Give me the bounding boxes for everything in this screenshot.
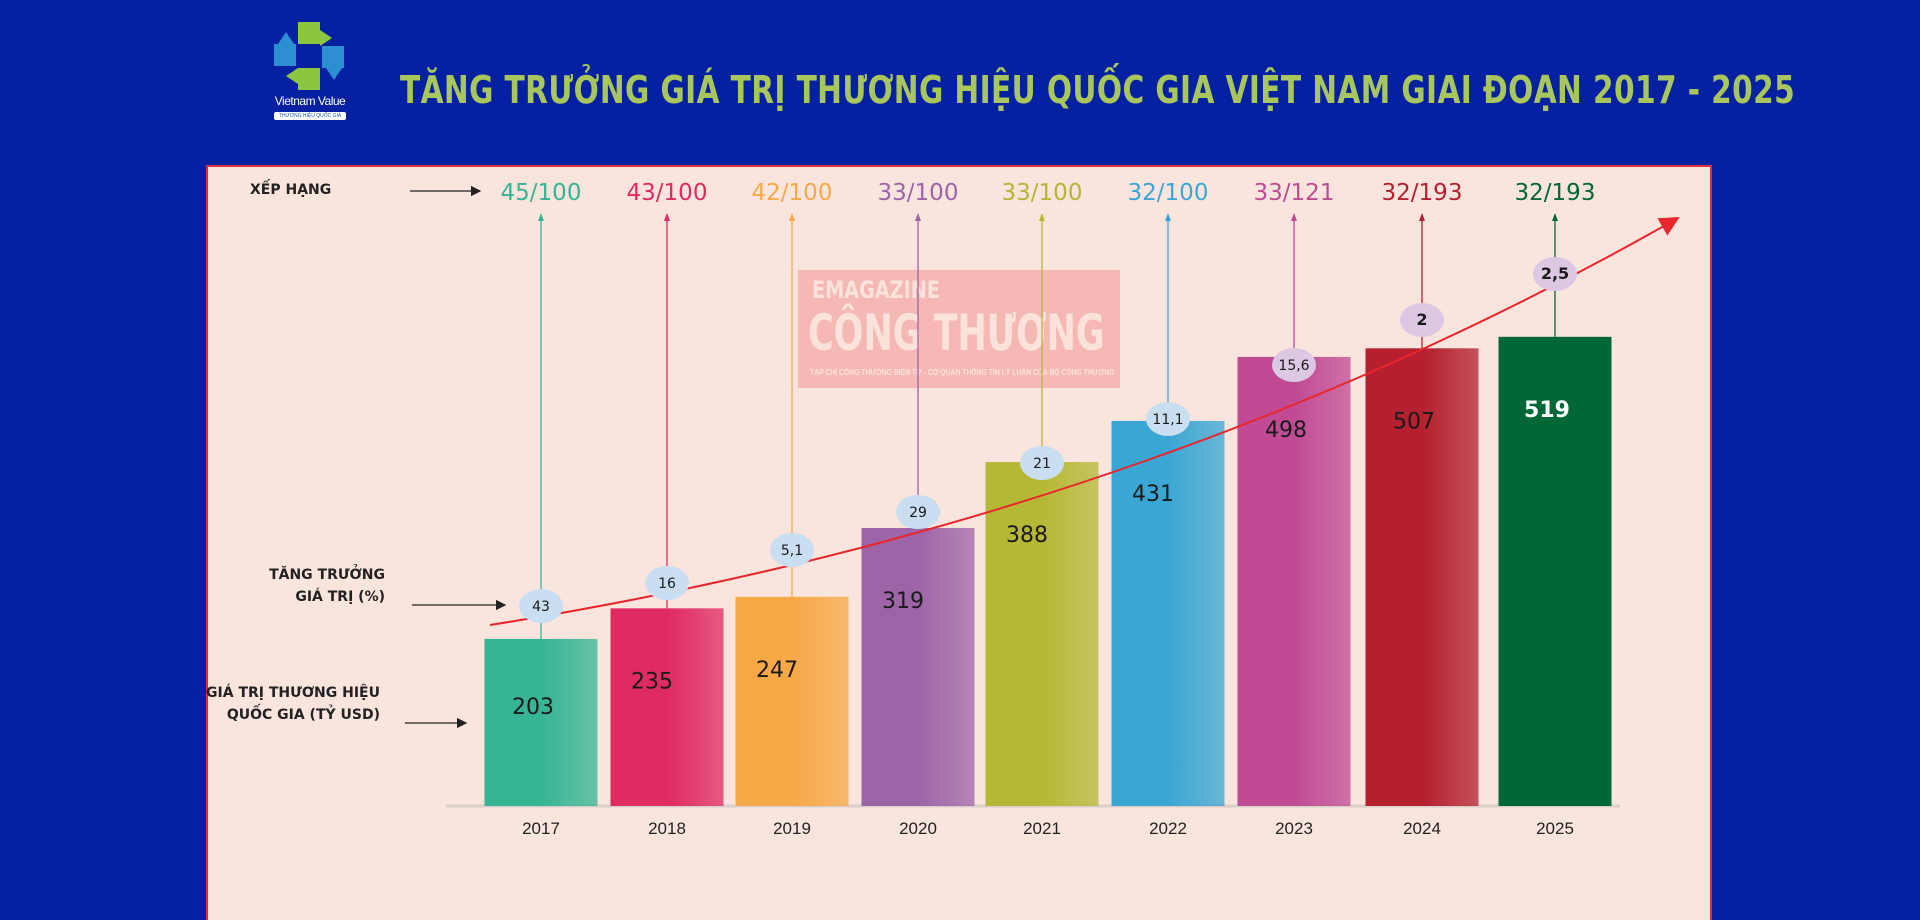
growth-label-line1: TĂNG TRƯỞNG [269, 567, 385, 583]
bar-2020 [861, 528, 975, 806]
growth-value-label: 43 [532, 599, 550, 615]
year-tick-label: 2023 [1275, 819, 1313, 838]
growth-bubble [645, 566, 689, 600]
ranking-label: XẾP HẠNG [250, 182, 332, 198]
vietnam-value-logo: Vietnam Value THƯƠNG HIỆU QUỐC GIA [270, 20, 350, 130]
year-tick-label: 2019 [773, 819, 811, 838]
bar-value-label: 519 [1524, 398, 1570, 423]
logo-tagline: THƯƠNG HIỆU QUỐC GIA [274, 112, 346, 120]
growth-value-label: 2 [1416, 310, 1427, 329]
ranking-label-2020: 33/100 [878, 180, 959, 206]
ranking-label-2019: 42/100 [752, 180, 833, 206]
growth-value-label: 2,5 [1541, 264, 1569, 283]
logo-mark-icon [274, 22, 344, 90]
year-tick-label: 2017 [522, 819, 560, 838]
bar-value-label: 498 [1265, 418, 1307, 443]
growth-bubble [1146, 402, 1190, 436]
growth-value-label: 21 [1033, 456, 1051, 472]
bar-value-label: 235 [631, 669, 673, 694]
value-label-line2: QUỐC GIA (TỶ USD) [226, 707, 380, 723]
connector-arrowhead [664, 213, 670, 221]
ranking-label-2017: 45/100 [501, 180, 582, 206]
ranking-label-2023: 33/121 [1254, 180, 1335, 206]
connector-arrowhead [1291, 213, 1297, 221]
growth-value-label: 15,6 [1278, 358, 1309, 374]
logo-name: Vietnam Value [274, 94, 346, 108]
bar-value-label: 319 [882, 589, 924, 614]
watermark: EMAGAZINE CÔNG THƯƠNG TẠP CHÍ CÔNG THƯƠN… [798, 270, 1120, 388]
growth-bubble [1400, 303, 1444, 337]
bar-2023 [1237, 356, 1351, 806]
bar-value-label: 203 [512, 695, 554, 720]
growth-label-line2: GIÁ TRỊ (%) [295, 589, 385, 605]
growth-bubble [1272, 348, 1316, 382]
connector-arrowhead [915, 213, 921, 221]
growth-bubble [1533, 257, 1577, 291]
bar-2019 [735, 596, 849, 806]
bar-2024 [1365, 348, 1479, 806]
year-tick-label: 2025 [1536, 819, 1574, 838]
connector-arrowhead [789, 213, 795, 221]
ranking-label-2024: 32/193 [1382, 180, 1463, 206]
bar-value-label: 507 [1393, 409, 1435, 434]
growth-bubble [770, 533, 814, 567]
bar-2021 [985, 462, 1099, 806]
growth-value-label: 5,1 [781, 543, 803, 559]
growth-bubble [896, 495, 940, 529]
bar-value-label: 431 [1132, 482, 1174, 507]
bar-value-label: 388 [1006, 523, 1048, 548]
bar-2022 [1111, 420, 1225, 806]
growth-bubble [519, 589, 563, 623]
connector-arrowhead [1039, 213, 1045, 221]
ranking-label-2025: 32/193 [1515, 180, 1596, 206]
bar-2025 [1498, 336, 1612, 806]
watermark-line3: TẠP CHÍ CÔNG THƯƠNG ĐIỆN TỬ - CƠ QUAN TH… [810, 368, 1115, 377]
growth-value-label: 11,1 [1152, 412, 1183, 428]
connector-arrowhead [1165, 213, 1171, 221]
year-tick-label: 2024 [1403, 819, 1441, 838]
bar-2017 [484, 638, 598, 806]
value-label-line1: GIÁ TRỊ THƯƠNG HIỆU [206, 685, 380, 701]
ranking-label-2018: 43/100 [627, 180, 708, 206]
ranking-label-2022: 32/100 [1128, 180, 1209, 206]
bar-value-label: 247 [756, 658, 798, 683]
watermark-line2: CÔNG THƯƠNG [808, 304, 1105, 362]
connector-arrowhead [1552, 213, 1558, 221]
year-tick-label: 2022 [1149, 819, 1187, 838]
year-tick-label: 2021 [1023, 819, 1061, 838]
growth-value-label: 29 [909, 505, 927, 521]
bar-2018 [610, 608, 724, 806]
year-tick-label: 2020 [899, 819, 937, 838]
growth-bubble [1020, 446, 1064, 480]
ranking-label-2021: 33/100 [1002, 180, 1083, 206]
connector-arrowhead [538, 213, 544, 221]
growth-value-label: 16 [658, 576, 676, 592]
year-tick-label: 2018 [648, 819, 686, 838]
connector-arrowhead [1419, 213, 1425, 221]
